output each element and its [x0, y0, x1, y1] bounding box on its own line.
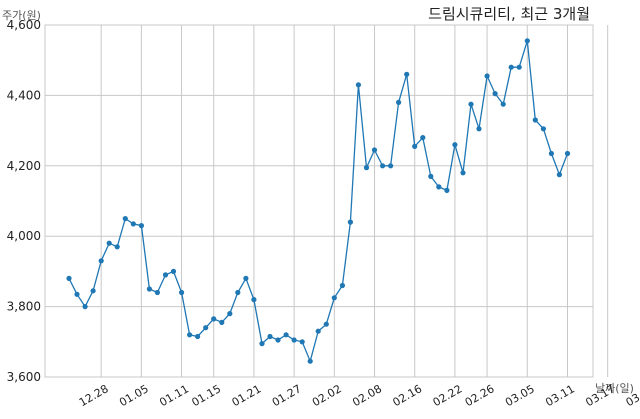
data-point: [195, 333, 201, 340]
x-tick-label: 02.26: [463, 382, 497, 409]
x-tick-label: 01.27: [270, 382, 304, 409]
data-point: [219, 319, 225, 325]
data-point: [187, 332, 193, 338]
data-point: [283, 332, 289, 338]
y-tick-label: 4,000: [7, 229, 41, 243]
data-point: [106, 240, 112, 246]
x-tick-label: 03.11: [543, 382, 577, 409]
data-point: [299, 339, 305, 345]
data-point: [484, 73, 490, 79]
data-point: [355, 82, 361, 88]
grid: [45, 24, 609, 378]
data-point: [380, 163, 386, 169]
data-point: [154, 289, 160, 296]
data-point: [412, 143, 418, 149]
y-tick-label: 3,800: [7, 300, 41, 314]
x-tick-label: 12.28: [77, 382, 111, 409]
data-point: [291, 337, 297, 343]
data-point: [444, 187, 450, 193]
price-series: [66, 38, 571, 364]
data-point: [492, 91, 498, 97]
data-point: [404, 71, 410, 77]
y-axis-label: 주가(원): [2, 9, 41, 22]
data-point: [211, 316, 217, 322]
data-point: [331, 295, 337, 301]
y-tick-label: 4,400: [7, 88, 41, 102]
data-point: [436, 184, 442, 190]
data-point: [114, 244, 120, 250]
chart-title: 드림시큐리티, 최근 3개월: [428, 5, 590, 23]
data-point: [371, 147, 378, 153]
data-point: [267, 333, 273, 340]
data-point: [307, 358, 313, 364]
data-point: [179, 289, 185, 296]
data-point: [548, 150, 555, 157]
data-point: [532, 117, 538, 123]
data-point: [74, 291, 80, 297]
data-point: [460, 170, 466, 176]
x-tick-label: 01.11: [157, 382, 191, 409]
x-tick-label: 02.22: [431, 382, 465, 409]
data-point: [347, 219, 353, 225]
x-tick-label: 01.05: [117, 382, 151, 409]
y-tick-label: 4,200: [7, 159, 41, 173]
data-point: [90, 288, 96, 294]
data-point: [420, 135, 426, 141]
data-point: [556, 172, 563, 178]
data-point: [275, 337, 281, 343]
data-point: [564, 150, 571, 157]
x-tick-label: 02.02: [310, 382, 344, 409]
data-point: [162, 272, 169, 278]
data-point: [170, 268, 177, 274]
x-tick-label: 03.05: [503, 382, 537, 409]
data-point: [363, 165, 370, 171]
data-point: [243, 275, 249, 281]
data-point: [468, 101, 474, 107]
data-point: [146, 286, 152, 292]
x-tick-label: 02.08: [350, 382, 384, 409]
data-point: [203, 325, 209, 331]
data-point: [508, 64, 514, 70]
data-point: [388, 163, 394, 169]
series-line: [68, 40, 569, 364]
data-point: [130, 221, 136, 227]
y-tick-label: 3,600: [7, 370, 41, 384]
x-tick-label: 01.21: [230, 382, 264, 409]
data-point: [66, 275, 72, 281]
data-point: [82, 304, 88, 310]
data-point: [476, 126, 482, 132]
data-point: [98, 258, 104, 264]
data-point: [227, 311, 233, 317]
data-point: [138, 223, 144, 229]
data-point: [540, 126, 547, 132]
x-tick-label: 02.16: [390, 382, 424, 409]
y-axis: 3,600 3,800 4,000 4,200 4,400 4,600: [7, 18, 41, 384]
data-point: [516, 64, 522, 70]
data-point: [396, 99, 402, 105]
data-point: [339, 282, 345, 289]
data-point: [315, 328, 321, 334]
data-point: [251, 297, 257, 303]
data-point: [323, 321, 329, 327]
data-point: [428, 173, 434, 179]
data-point: [235, 289, 241, 296]
data-point: [259, 341, 265, 347]
x-tick-label: 01.15: [189, 382, 223, 409]
x-axis-label: 날짜(일): [595, 381, 634, 395]
data-point: [500, 101, 506, 107]
data-point: [122, 216, 128, 222]
data-point: [452, 142, 458, 148]
plot-frame: [44, 24, 594, 378]
y-tick-label: 4,600: [7, 18, 41, 32]
data-point: [524, 38, 530, 44]
